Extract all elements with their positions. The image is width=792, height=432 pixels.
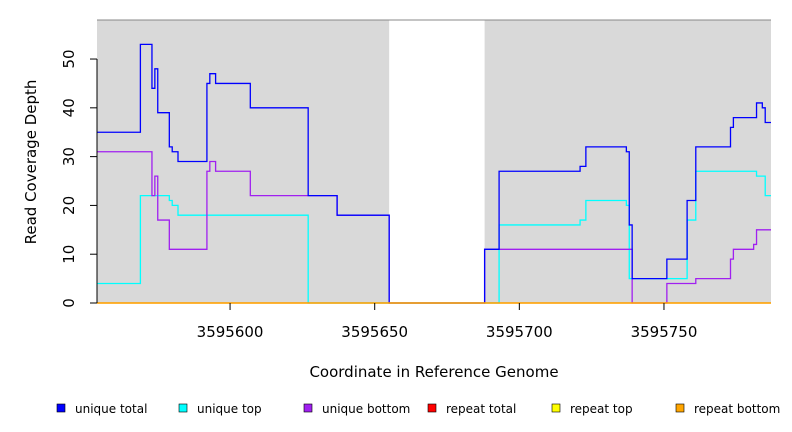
x-axis: 3595600 3595650 3595700 3595750 <box>197 303 698 341</box>
series-lines <box>97 43 771 304</box>
legend-label: unique total <box>75 402 147 416</box>
y-tick-label: 10 <box>60 245 78 264</box>
y-tick-label: 20 <box>60 196 78 215</box>
legend-label: repeat bottom <box>694 402 780 416</box>
legend-label: unique bottom <box>322 402 410 416</box>
y-tick-label: 0 <box>60 298 78 308</box>
x-tick-label: 3595600 <box>197 323 264 341</box>
legend-label: repeat top <box>570 402 633 416</box>
shaded-regions <box>97 20 771 303</box>
y-tick-label: 40 <box>60 98 78 117</box>
y-axis-title: Read Coverage Depth <box>22 80 40 245</box>
legend-swatch <box>56 403 66 413</box>
y-tick-label: 50 <box>60 49 78 68</box>
shaded-region <box>97 20 390 303</box>
x-tick-label: 3595650 <box>341 323 408 341</box>
legend-swatch <box>675 403 685 413</box>
legend-swatch <box>303 403 313 413</box>
x-tick-label: 3595750 <box>631 323 698 341</box>
legend-label: repeat total <box>446 402 516 416</box>
x-tick-label: 3595700 <box>486 323 553 341</box>
shaded-region <box>484 20 771 303</box>
legend-swatch <box>427 403 437 413</box>
y-axis: 0 10 20 30 40 50 <box>60 49 98 308</box>
legend: unique total unique top unique bottom repea… <box>56 402 780 416</box>
legend-label: unique top <box>197 402 262 416</box>
series-line-unique-total <box>97 43 771 304</box>
legend-swatch <box>551 403 561 413</box>
y-tick-label: 30 <box>60 147 78 166</box>
legend-swatch <box>178 403 188 413</box>
x-axis-title: Coordinate in Reference Genome <box>309 363 558 381</box>
